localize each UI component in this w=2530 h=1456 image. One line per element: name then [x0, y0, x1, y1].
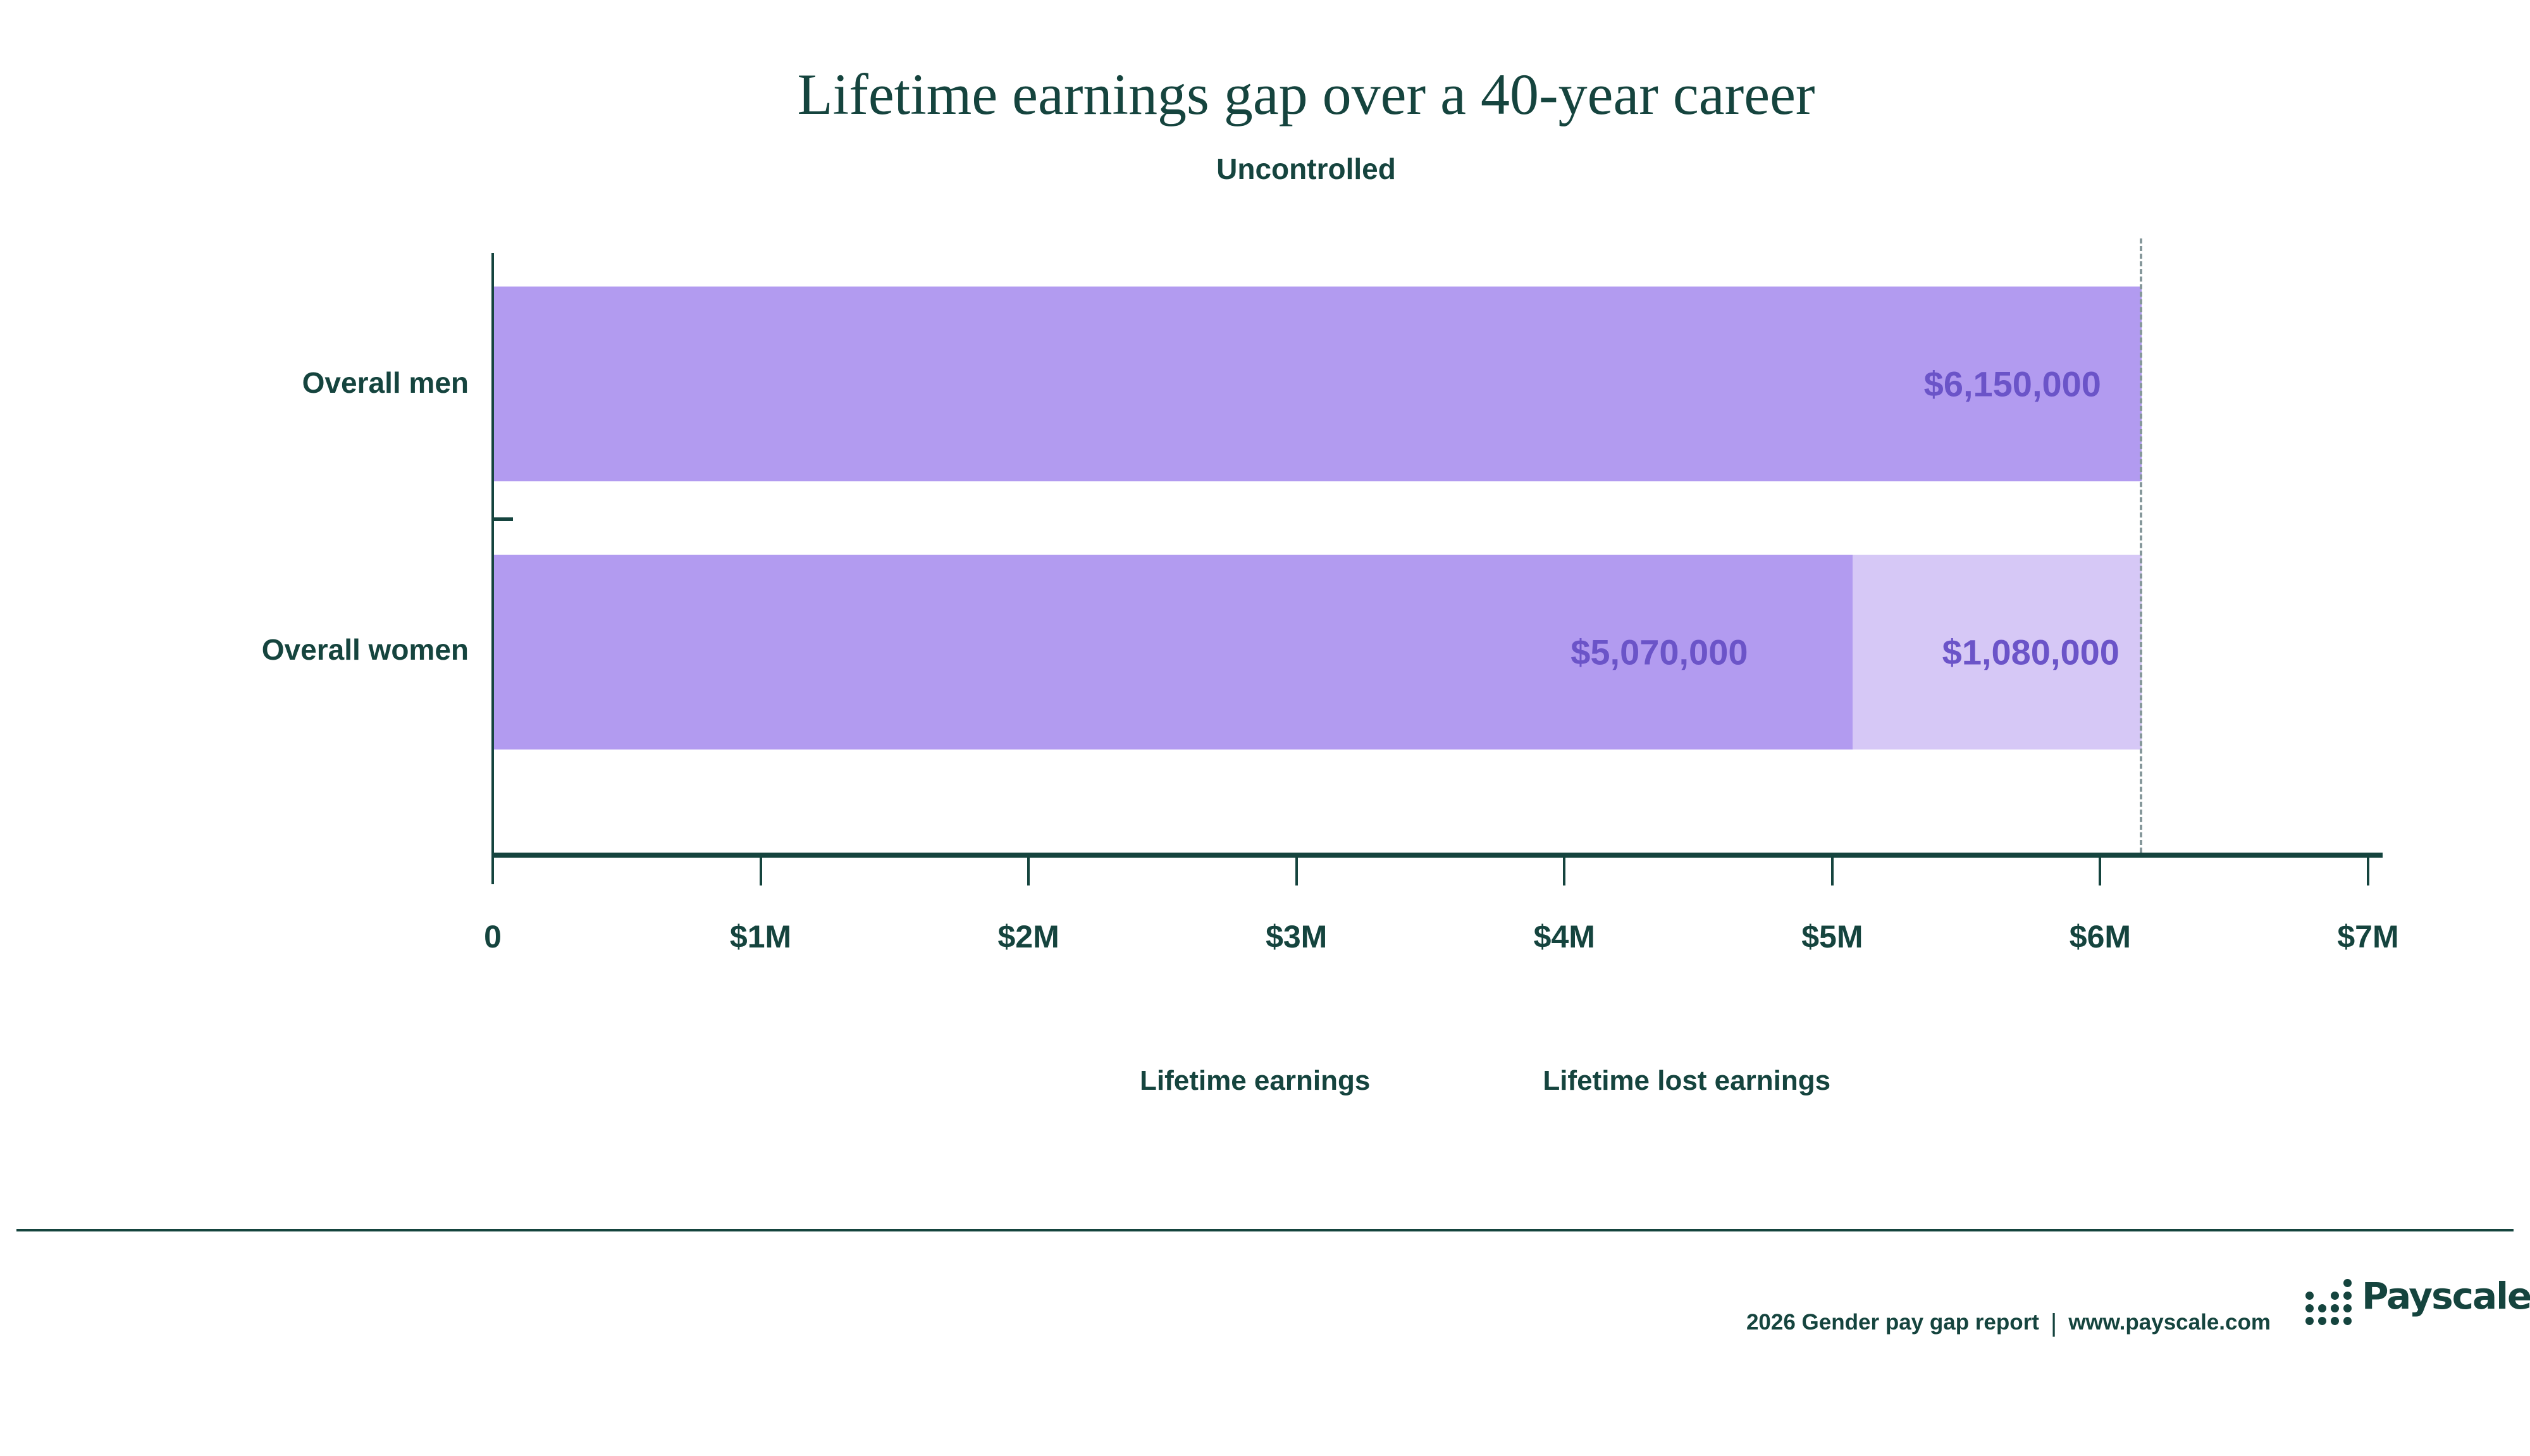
logo-dot: [2343, 1304, 2352, 1312]
logo-dot: [2305, 1304, 2314, 1312]
category-label-overall-men: Overall men: [302, 366, 469, 399]
logo-dot-empty: [2318, 1279, 2326, 1287]
legend-item-lifetime-earnings: Lifetime earnings: [1081, 1063, 1370, 1099]
logo-dot-empty: [2331, 1279, 2339, 1287]
x-axis-tick-label: 0: [484, 919, 502, 954]
legend-label-earnings: Lifetime earnings: [1140, 1065, 1371, 1096]
x-axis-tick: [1563, 858, 1566, 885]
x-axis-tick: [2367, 858, 2369, 885]
x-axis-tick-label: $2M: [997, 919, 1059, 954]
bar-overall-men: $6,150,000: [494, 287, 2142, 481]
x-axis-tick: [2099, 858, 2102, 885]
x-axis-tick-label: $1M: [729, 919, 792, 954]
logo-dot: [2343, 1292, 2352, 1300]
y-axis-line: [491, 253, 494, 884]
logo-dot: [2343, 1279, 2352, 1287]
x-axis-tick: [759, 858, 762, 885]
x-axis-tick-label: $3M: [1266, 919, 1328, 954]
x-axis-tick-label: $4M: [1533, 919, 1595, 954]
footer-divider: [16, 1229, 2514, 1231]
reference-dashed-line: [2139, 238, 2142, 853]
value-label-women-lost-earnings: $1,080,000: [1942, 632, 2120, 672]
legend-label-lost-earnings: Lifetime lost earnings: [1543, 1065, 1831, 1096]
chart-subtitle: Uncontrolled: [1216, 152, 1396, 185]
logo-dot: [2331, 1304, 2339, 1312]
logo-dot: [2318, 1304, 2326, 1312]
value-label-men: $6,150,000: [1923, 364, 2101, 404]
legend: Lifetime earnings Lifetime lost earnings: [1081, 1063, 1830, 1099]
x-axis-line: [491, 853, 2383, 858]
page-title: Lifetime earnings gap over a 40-year car…: [797, 62, 1815, 126]
payscale-dots-icon: [2305, 1279, 2352, 1325]
legend-swatch-lost-earnings-icon: [1484, 1063, 1514, 1099]
x-axis-tick: [1830, 858, 1834, 885]
y-axis-category-tick: [494, 517, 513, 521]
x-axis-tick-label: $7M: [2337, 919, 2399, 954]
footer-report-label: 2026 Gender pay gap report: [1746, 1310, 2039, 1335]
x-axis-tick-label: $5M: [1801, 919, 1863, 954]
payscale-wordmark: Payscale: [2362, 1274, 2530, 1317]
logo-dot-empty: [2318, 1292, 2326, 1300]
x-axis-tick-label: $6M: [2069, 919, 2132, 954]
legend-swatch-earnings-icon: [1081, 1063, 1111, 1099]
payscale-logo: Payscale: [2305, 1274, 2530, 1325]
logo-dot: [2331, 1292, 2339, 1300]
value-label-women-earnings: $5,070,000: [1570, 632, 1748, 672]
x-axis-tick: [1295, 858, 1298, 885]
bar-segment-women-lost-earnings: $1,080,000: [1852, 555, 2142, 750]
logo-dot: [2331, 1317, 2339, 1325]
logo-dot: [2305, 1292, 2314, 1300]
logo-dot-empty: [2305, 1279, 2314, 1287]
footer-url[interactable]: www.payscale.com: [2068, 1310, 2271, 1335]
footer-source-text: 2026 Gender pay gap report | www.payscale.…: [1265, 1309, 2271, 1338]
legend-item-lifetime-lost-earnings: Lifetime lost earnings: [1484, 1063, 1830, 1099]
footer-separator: |: [2050, 1309, 2058, 1337]
x-axis-tick: [1027, 858, 1030, 885]
bar-segment-women-earnings: $5,070,000: [494, 555, 1853, 750]
logo-dot: [2305, 1317, 2314, 1325]
category-label-overall-women: Overall women: [261, 633, 469, 666]
logo-dot: [2343, 1317, 2352, 1325]
logo-dot: [2318, 1317, 2326, 1325]
bar-overall-women: $5,070,000 $1,080,000: [494, 555, 2142, 750]
